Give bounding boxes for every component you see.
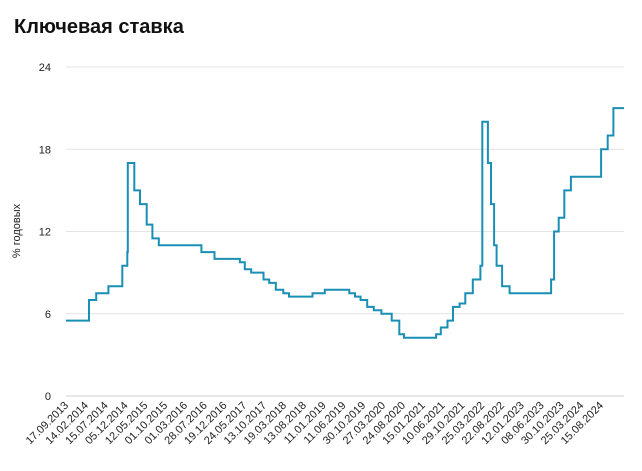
y-tick-label: 0	[45, 391, 51, 403]
series-line	[66, 107, 624, 339]
y-tick-label: 6	[45, 309, 51, 321]
y-tick-label: 18	[39, 144, 51, 156]
y-axis-label: % годовых	[11, 203, 23, 258]
y-tick-label: 24	[39, 62, 51, 74]
y-tick-label: 12	[39, 227, 51, 239]
chart-title: Ключевая ставка	[14, 16, 184, 38]
